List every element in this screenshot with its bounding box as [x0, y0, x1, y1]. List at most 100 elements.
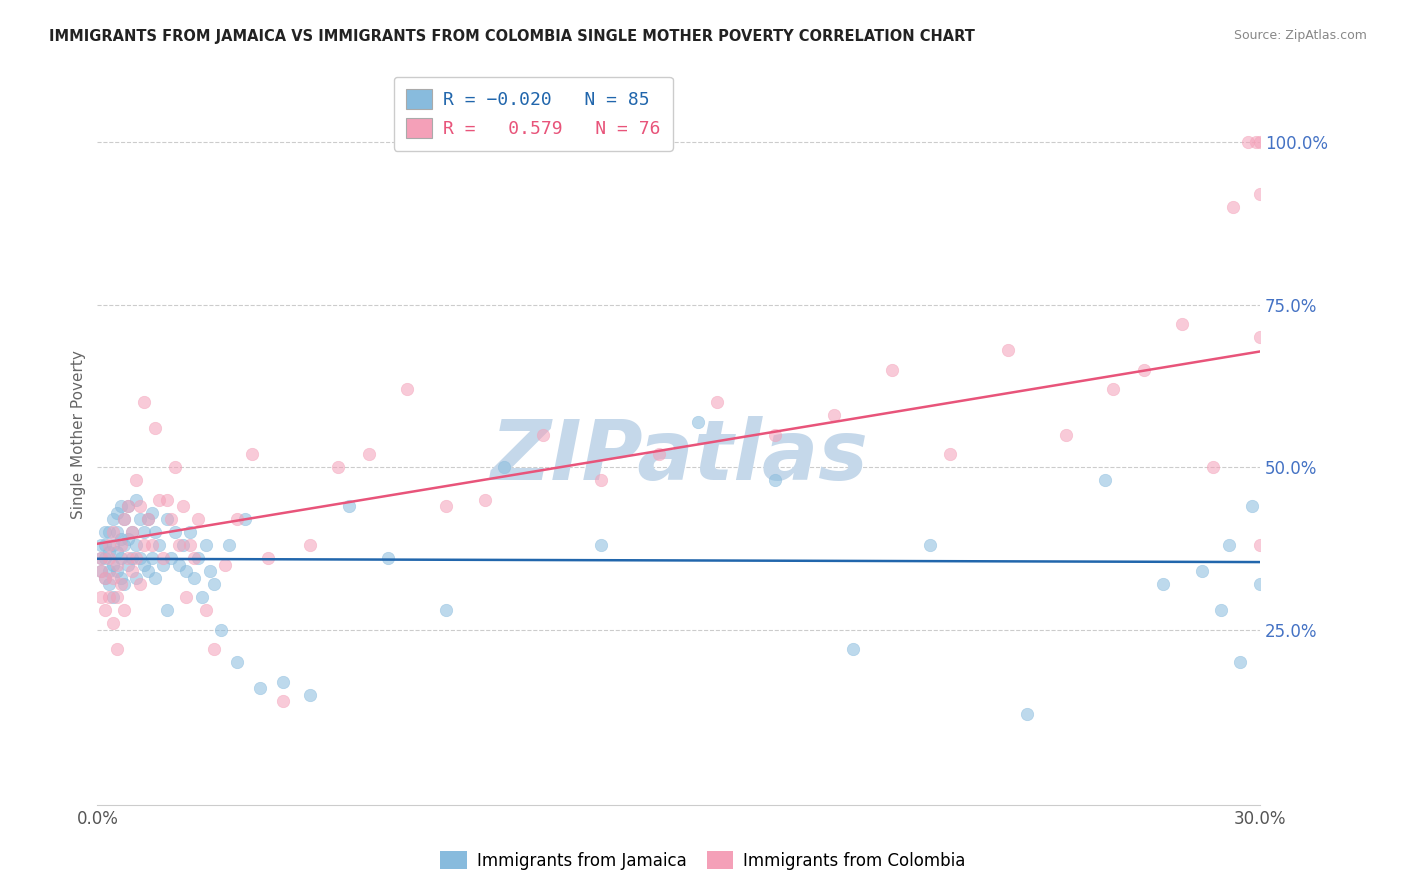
Point	[141, 551, 163, 566]
Point	[997, 343, 1019, 357]
Point	[648, 447, 671, 461]
Point	[474, 492, 496, 507]
Point	[172, 538, 194, 552]
Point	[90, 551, 112, 566]
Legend: R = −0.020   N = 85, R =   0.579   N = 76: R = −0.020 N = 85, R = 0.579 N = 76	[394, 77, 672, 151]
Point	[105, 506, 128, 520]
Point	[117, 551, 139, 566]
Point	[94, 524, 117, 539]
Point	[299, 688, 322, 702]
Point	[1202, 460, 1225, 475]
Point	[1244, 135, 1267, 149]
Point	[117, 499, 139, 513]
Point	[90, 564, 112, 578]
Y-axis label: Single Mother Poverty: Single Mother Poverty	[72, 351, 86, 519]
Point	[176, 590, 198, 604]
Point	[101, 616, 124, 631]
Text: ZIPatlas: ZIPatlas	[489, 417, 868, 498]
Point	[105, 642, 128, 657]
Point	[114, 512, 136, 526]
Point	[1094, 473, 1116, 487]
Point	[1171, 317, 1194, 331]
Point	[114, 538, 136, 552]
Point	[156, 512, 179, 526]
Point	[121, 524, 143, 539]
Point	[94, 571, 117, 585]
Point	[136, 512, 159, 526]
Point	[240, 447, 263, 461]
Point	[101, 571, 124, 585]
Point	[1249, 577, 1271, 591]
Point	[132, 558, 155, 572]
Point	[939, 447, 962, 461]
Point	[494, 460, 516, 475]
Point	[273, 674, 295, 689]
Point	[90, 538, 112, 552]
Point	[1249, 187, 1271, 202]
Point	[90, 590, 112, 604]
Point	[273, 694, 295, 708]
Point	[591, 473, 613, 487]
Point	[110, 577, 132, 591]
Point	[98, 544, 121, 558]
Point	[105, 564, 128, 578]
Point	[765, 473, 787, 487]
Point	[1218, 538, 1240, 552]
Point	[198, 564, 221, 578]
Point	[117, 532, 139, 546]
Point	[337, 499, 360, 513]
Point	[110, 538, 132, 552]
Point	[880, 362, 903, 376]
Point	[90, 551, 112, 566]
Point	[1132, 362, 1154, 376]
Point	[98, 551, 121, 566]
Point	[233, 512, 256, 526]
Point	[145, 421, 167, 435]
Point	[110, 532, 132, 546]
Point	[105, 524, 128, 539]
Text: IMMIGRANTS FROM JAMAICA VS IMMIGRANTS FROM COLOMBIA SINGLE MOTHER POVERTY CORREL: IMMIGRANTS FROM JAMAICA VS IMMIGRANTS FR…	[49, 29, 976, 44]
Point	[98, 577, 121, 591]
Point	[125, 473, 148, 487]
Point	[202, 642, 225, 657]
Point	[1211, 603, 1233, 617]
Point	[129, 499, 152, 513]
Point	[160, 551, 183, 566]
Legend: Immigrants from Jamaica, Immigrants from Colombia: Immigrants from Jamaica, Immigrants from…	[433, 845, 973, 877]
Point	[90, 564, 112, 578]
Point	[121, 524, 143, 539]
Point	[152, 558, 174, 572]
Point	[136, 564, 159, 578]
Point	[152, 551, 174, 566]
Point	[249, 681, 271, 695]
Point	[191, 590, 214, 604]
Point	[101, 538, 124, 552]
Point	[823, 408, 845, 422]
Point	[94, 551, 117, 566]
Point	[1222, 200, 1244, 214]
Point	[101, 590, 124, 604]
Point	[125, 538, 148, 552]
Point	[129, 577, 152, 591]
Point	[125, 551, 148, 566]
Point	[105, 544, 128, 558]
Point	[160, 512, 183, 526]
Point	[326, 460, 349, 475]
Point	[98, 524, 121, 539]
Point	[125, 492, 148, 507]
Point	[101, 524, 124, 539]
Point	[145, 571, 167, 585]
Point	[218, 538, 240, 552]
Point	[167, 538, 190, 552]
Point	[117, 499, 139, 513]
Point	[1152, 577, 1174, 591]
Point	[765, 427, 787, 442]
Point	[1249, 330, 1271, 344]
Point	[377, 551, 399, 566]
Point	[187, 512, 209, 526]
Point	[225, 655, 247, 669]
Point	[105, 590, 128, 604]
Point	[1017, 707, 1039, 722]
Point	[167, 558, 190, 572]
Point	[183, 551, 205, 566]
